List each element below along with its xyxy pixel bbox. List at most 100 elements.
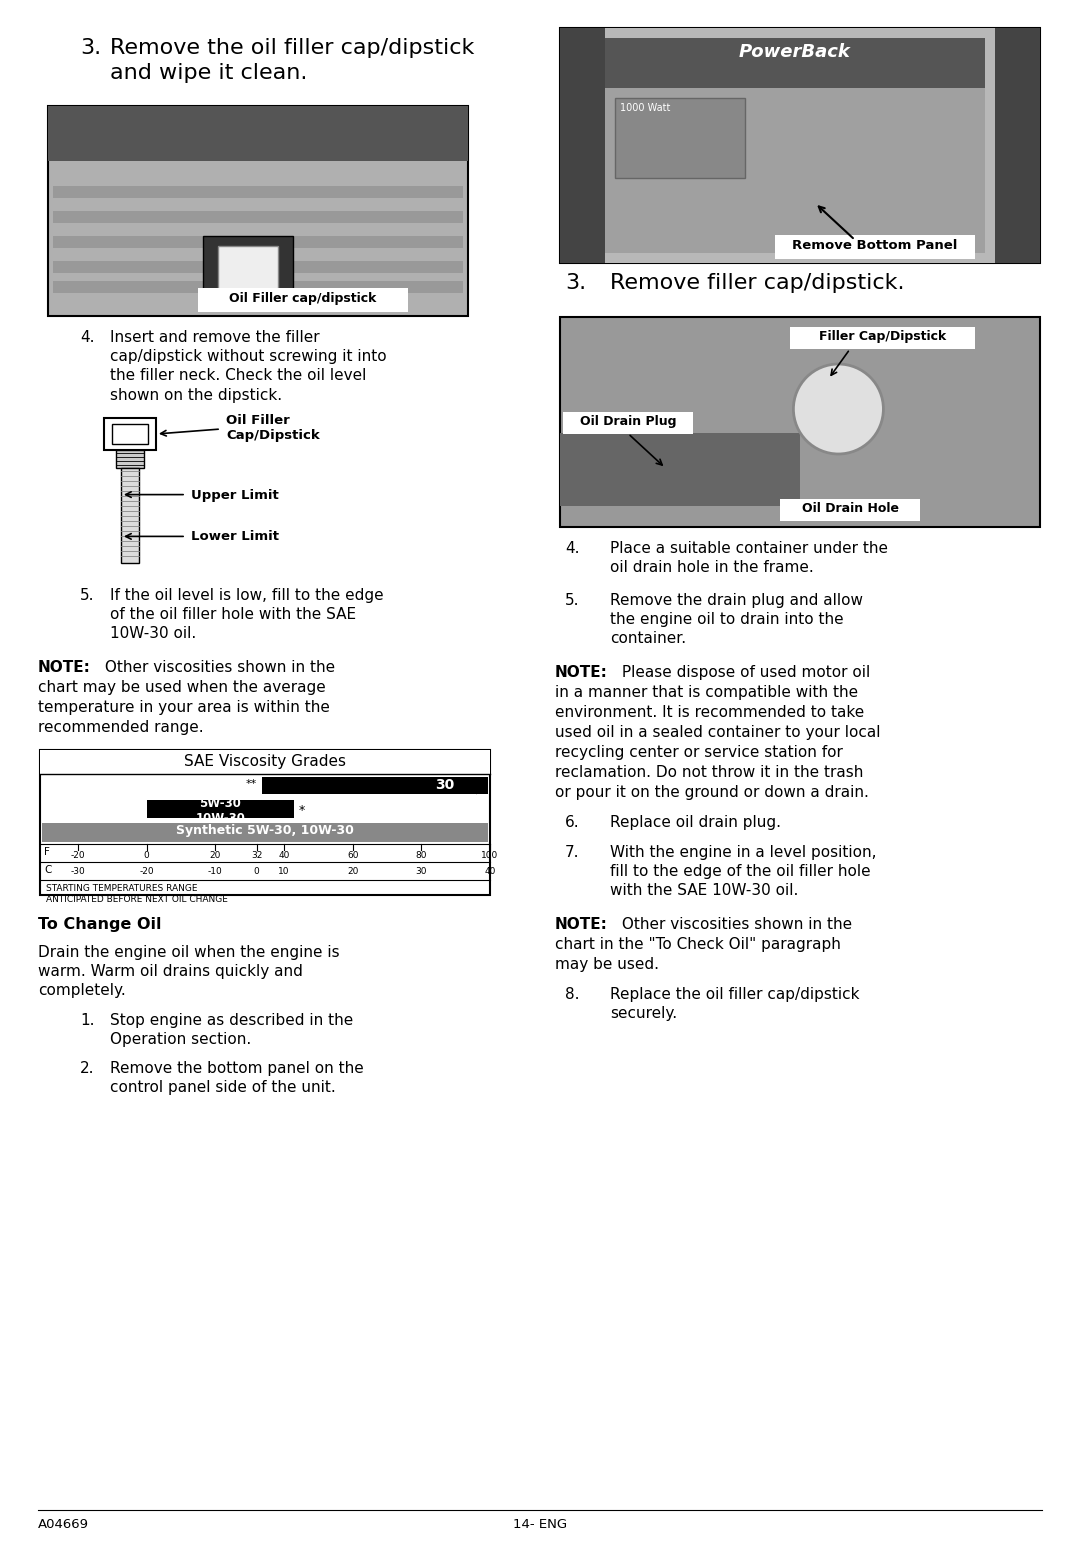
Text: 3.: 3. (80, 39, 102, 57)
Text: 14- ENG: 14- ENG (513, 1518, 567, 1530)
Text: Upper Limit: Upper Limit (191, 488, 279, 502)
Bar (995, 28, 1040, 263)
Text: 8.: 8. (565, 987, 580, 1002)
Text: environment. It is recommended to take: environment. It is recommended to take (555, 705, 864, 720)
Bar (218, 246, 278, 291)
Text: NOTE:: NOTE: (555, 665, 608, 680)
Bar (605, 39, 985, 252)
Text: 4.: 4. (565, 541, 580, 556)
Text: *: * (299, 804, 306, 816)
Bar (42, 823, 488, 841)
Text: 0: 0 (254, 867, 259, 877)
Text: Remove filler cap/dipstick.: Remove filler cap/dipstick. (610, 273, 905, 293)
Bar (198, 288, 408, 311)
Text: Lower Limit: Lower Limit (191, 530, 279, 544)
Text: 30: 30 (416, 867, 427, 877)
Text: 0: 0 (144, 850, 149, 860)
Bar (40, 750, 490, 895)
Text: Replace oil drain plug.: Replace oil drain plug. (610, 815, 781, 830)
Text: Other viscosities shown in the: Other viscosities shown in the (617, 917, 852, 932)
Text: 5.: 5. (80, 589, 95, 603)
Bar (116, 451, 144, 468)
Text: used oil in a sealed container to your local: used oil in a sealed container to your l… (555, 725, 880, 740)
Text: Synthetic 5W-30, 10W-30: Synthetic 5W-30, 10W-30 (176, 824, 354, 838)
Text: STARTING TEMPERATURES RANGE
ANTICIPATED BEFORE NEXT OIL CHANGE: STARTING TEMPERATURES RANGE ANTICIPATED … (46, 884, 228, 905)
Text: Remove the bottom panel on the
control panel side of the unit.: Remove the bottom panel on the control p… (110, 1061, 364, 1095)
Text: Drain the engine oil when the engine is
warm. Warm oil drains quickly and
comple: Drain the engine oil when the engine is … (38, 945, 339, 999)
Bar (112, 424, 148, 445)
Text: With the engine in a level position,
fill to the edge of the oil filler hole
wit: With the engine in a level position, fil… (610, 846, 877, 898)
Bar (53, 260, 463, 273)
Text: 1.: 1. (80, 1013, 95, 1029)
Bar (615, 98, 745, 178)
Text: 7.: 7. (565, 846, 580, 860)
Text: 3.: 3. (565, 273, 586, 293)
Text: NOTE:: NOTE: (38, 660, 91, 675)
Text: 40: 40 (484, 867, 496, 877)
Text: -30: -30 (70, 867, 85, 877)
Text: reclamation. Do not throw it in the trash: reclamation. Do not throw it in the tras… (555, 765, 863, 781)
Bar (53, 211, 463, 223)
Text: Stop engine as described in the
Operation section.: Stop engine as described in the Operatio… (110, 1013, 353, 1047)
Bar (53, 186, 463, 198)
Text: 6.: 6. (565, 815, 580, 830)
Text: Remove Bottom Panel: Remove Bottom Panel (793, 239, 958, 252)
Text: Place a suitable container under the
oil drain hole in the frame.: Place a suitable container under the oil… (610, 541, 888, 575)
Bar (561, 318, 1040, 527)
Text: Oil Filler cap/dipstick: Oil Filler cap/dipstick (229, 293, 377, 305)
Text: 1000 Watt: 1000 Watt (620, 102, 671, 113)
Polygon shape (474, 823, 488, 841)
Text: chart in the "To Check Oil" paragraph: chart in the "To Check Oil" paragraph (555, 937, 841, 953)
Bar (104, 418, 156, 451)
Polygon shape (476, 778, 488, 795)
Bar (561, 28, 1040, 263)
Bar (261, 778, 488, 795)
Text: Remove the oil filler cap/dipstick
and wipe it clean.: Remove the oil filler cap/dipstick and w… (110, 39, 474, 82)
Text: PowerBack: PowerBack (739, 43, 851, 60)
Text: Insert and remove the filler
cap/dipstick without screwing it into
the filler ne: Insert and remove the filler cap/dipstic… (110, 330, 387, 403)
Bar (121, 468, 139, 562)
Text: **: ** (246, 779, 257, 788)
Text: 40: 40 (279, 850, 289, 860)
Text: A04669: A04669 (38, 1518, 89, 1530)
Text: recommended range.: recommended range. (38, 720, 204, 734)
Bar (203, 235, 293, 301)
Text: chart may be used when the average: chart may be used when the average (38, 680, 326, 696)
Circle shape (794, 364, 883, 454)
Bar (789, 327, 975, 349)
Text: C: C (44, 864, 52, 875)
Text: temperature in your area is within the: temperature in your area is within the (38, 700, 329, 716)
Bar (605, 39, 985, 88)
Text: 20: 20 (347, 867, 359, 877)
Text: 20: 20 (210, 850, 221, 860)
Bar (48, 105, 468, 316)
Text: 60: 60 (347, 850, 359, 860)
Bar (53, 280, 463, 293)
Bar (561, 28, 605, 263)
Text: 5.: 5. (565, 593, 580, 609)
Bar (561, 432, 800, 507)
Text: If the oil level is low, fill to the edge
of the oil filler hole with the SAE
10: If the oil level is low, fill to the edg… (110, 589, 383, 641)
Text: -20: -20 (139, 867, 154, 877)
Text: SAE Viscosity Grades: SAE Viscosity Grades (184, 754, 346, 768)
Text: recycling center or service station for: recycling center or service station for (555, 745, 842, 761)
Text: 10: 10 (279, 867, 289, 877)
Bar (780, 499, 920, 520)
Text: Oil Filler
Cap/Dipstick: Oil Filler Cap/Dipstick (226, 414, 320, 441)
Text: Please dispose of used motor oil: Please dispose of used motor oil (617, 665, 870, 680)
Text: Other viscosities shown in the: Other viscosities shown in the (100, 660, 335, 675)
Text: NOTE:: NOTE: (555, 917, 608, 932)
Text: 5W-30
10W-30: 5W-30 10W-30 (195, 798, 245, 826)
Text: Remove the drain plug and allow
the engine oil to drain into the
container.: Remove the drain plug and allow the engi… (610, 593, 863, 646)
Polygon shape (42, 823, 56, 841)
Text: To Change Oil: To Change Oil (38, 917, 162, 932)
Text: F: F (44, 847, 50, 857)
Text: 32: 32 (251, 850, 262, 860)
Bar (775, 235, 975, 259)
Text: 4.: 4. (80, 330, 95, 345)
Text: in a manner that is compatible with the: in a manner that is compatible with the (555, 685, 859, 700)
Text: -10: -10 (208, 867, 222, 877)
Bar (53, 235, 463, 248)
Text: may be used.: may be used. (555, 957, 659, 973)
Text: 100: 100 (482, 850, 499, 860)
